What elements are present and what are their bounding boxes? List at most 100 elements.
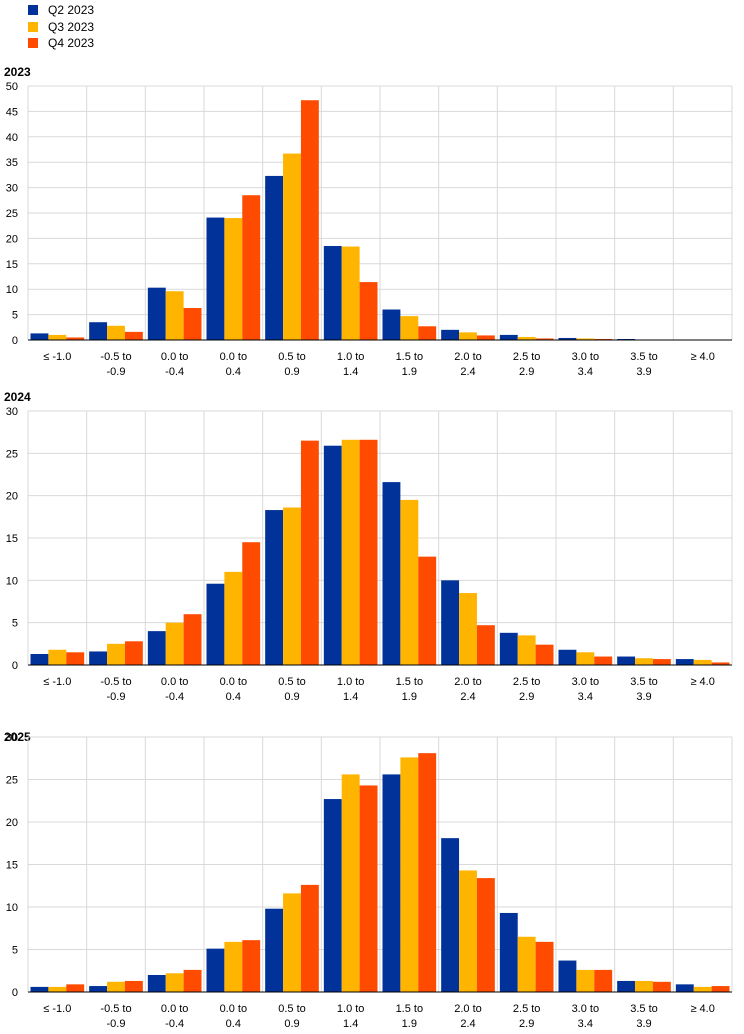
y-tick-label-2-0: 0 — [12, 987, 18, 999]
y-tick-label-0-7: 35 — [6, 157, 18, 169]
bar-1-1-8 — [517, 635, 536, 665]
bar-0-1-2 — [165, 291, 184, 340]
x-tick-label-0-3: 0.0 to 0.4 — [220, 351, 248, 378]
x-tick-label-line: 2.9 — [519, 691, 534, 703]
bar-1-2-3 — [242, 542, 261, 665]
x-tick-label-line: 0.4 — [226, 691, 241, 703]
y-tick-label-2-1: 5 — [12, 945, 18, 957]
bar-2-1-0 — [48, 986, 67, 992]
bar-0-0-3 — [206, 217, 225, 340]
bar-2-0-0 — [30, 986, 49, 992]
x-tick-label-line: 2.5 to — [513, 676, 541, 688]
x-tick-label-2-2: 0.0 to -0.4 — [161, 1003, 189, 1030]
legend-swatch-q3-2023 — [28, 21, 38, 32]
x-tick-label-line: 0.4 — [226, 366, 241, 378]
x-tick-label-line: 1.4 — [343, 691, 358, 703]
y-tick-label-1-2: 10 — [6, 575, 18, 587]
bar-2-2-11 — [711, 986, 730, 992]
bar-1-1-0 — [48, 649, 67, 665]
x-tick-label-1-5: 1.0 to 1.4 — [337, 676, 365, 703]
legend-item-q2-2023: Q2 2023 — [28, 2, 94, 19]
bar-0-2-7 — [476, 335, 495, 340]
chart-title-0: 2023 — [4, 65, 31, 79]
x-tick-label-line: 3.5 to — [630, 1003, 658, 1015]
bar-0-2-9 — [594, 338, 613, 340]
x-tick-label-line: 1.0 to — [337, 351, 365, 363]
bar-2-0-4 — [265, 908, 284, 992]
bar-0-1-4 — [283, 153, 301, 340]
x-tick-label-0-11: ≥ 4.0 — [690, 351, 714, 363]
x-tick-label-line: 0.0 to — [220, 676, 248, 688]
bar-2-1-6 — [400, 757, 419, 992]
x-tick-label-line: 0.4 — [226, 1018, 241, 1030]
x-tick-label-line: ≤ -1.0 — [43, 676, 71, 688]
x-tick-label-line: 3.0 to — [572, 676, 600, 688]
x-tick-label-2-3: 0.0 to 0.4 — [220, 1003, 248, 1030]
bar-1-1-2 — [165, 622, 184, 665]
bar-1-2-10 — [652, 659, 671, 665]
x-tick-label-line: ≤ -1.0 — [43, 351, 71, 363]
bar-2-2-0 — [66, 984, 85, 992]
bar-1-0-11 — [675, 659, 694, 665]
y-tick-label-2-4: 20 — [6, 817, 18, 829]
x-tick-label-line: ≥ 4.0 — [690, 1003, 714, 1015]
x-tick-label-1-3: 0.0 to 0.4 — [220, 676, 248, 703]
x-tick-label-line: 1.4 — [343, 366, 358, 378]
y-tick-label-0-8: 40 — [6, 132, 18, 144]
bar-0-0-4 — [265, 175, 284, 340]
bar-0-0-1 — [89, 322, 108, 340]
x-tick-label-line: 2.0 to — [454, 351, 482, 363]
bar-0-1-3 — [224, 218, 243, 340]
y-tick-label-0-1: 5 — [12, 310, 18, 322]
legend-swatch-q4-2023 — [28, 38, 38, 49]
x-tick-label-2-6: 1.5 to 1.9 — [396, 1003, 424, 1030]
bar-2-1-7 — [459, 870, 477, 992]
bar-1-1-1 — [107, 643, 125, 665]
bar-0-0-0 — [30, 333, 49, 340]
bar-2-2-4 — [300, 884, 319, 992]
bar-2-2-1 — [124, 980, 143, 992]
x-tick-label-line: 1.0 to — [337, 676, 365, 688]
x-tick-label-line: 0.9 — [284, 366, 299, 378]
x-tick-label-2-0: ≤ -1.0 — [43, 1003, 71, 1015]
legend-label-q4-2023: Q4 2023 — [48, 36, 95, 51]
x-tick-label-line: 2.0 to — [454, 1003, 482, 1015]
x-tick-label-1-9: 3.0 to 3.4 — [572, 676, 600, 703]
bar-0-1-5 — [341, 246, 360, 340]
bar-2-1-10 — [635, 980, 653, 992]
x-tick-label-line: 1.5 to — [396, 1003, 424, 1015]
x-tick-label-2-8: 2.5 to 2.9 — [513, 1003, 541, 1030]
bar-0-2-1 — [124, 331, 143, 340]
bar-2-1-4 — [283, 893, 301, 992]
y-tick-label-0-9: 45 — [6, 106, 18, 118]
x-tick-label-line: 0.5 to — [278, 1003, 306, 1015]
bar-0-2-8 — [535, 338, 554, 340]
y-tick-label-0-5: 25 — [6, 208, 18, 220]
bar-2-0-6 — [382, 774, 401, 992]
x-tick-label-line: 1.9 — [402, 691, 417, 703]
bar-2-2-8 — [535, 941, 554, 992]
x-tick-label-line: 3.9 — [636, 1018, 651, 1030]
x-tick-label-line: 3.4 — [578, 691, 593, 703]
bar-2-2-5 — [359, 785, 378, 992]
y-tick-label-1-0: 0 — [12, 660, 18, 672]
x-tick-label-line: 3.9 — [636, 691, 651, 703]
x-tick-label-line: 0.5 to — [278, 676, 306, 688]
x-tick-label-2-5: 1.0 to 1.4 — [337, 1003, 365, 1030]
x-tick-label-0-0: ≤ -1.0 — [43, 351, 71, 363]
bar-2-1-8 — [517, 936, 536, 992]
x-tick-label-2-9: 3.0 to 3.4 — [572, 1003, 600, 1030]
x-tick-label-2-1: -0.5 to -0.9 — [100, 1003, 131, 1030]
x-tick-label-1-4: 0.5 to 0.9 — [278, 676, 306, 703]
x-tick-label-line: 2.5 to — [513, 351, 541, 363]
bar-1-0-6 — [382, 482, 401, 665]
x-tick-label-0-5: 1.0 to 1.4 — [337, 351, 365, 378]
bar-0-2-0 — [66, 337, 85, 340]
x-tick-label-1-0: ≤ -1.0 — [43, 676, 71, 688]
x-tick-label-1-8: 2.5 to 2.9 — [513, 676, 541, 703]
x-tick-label-0-4: 0.5 to 0.9 — [278, 351, 306, 378]
bar-1-2-1 — [124, 641, 143, 665]
bar-1-2-2 — [183, 614, 202, 665]
bar-1-2-0 — [66, 652, 85, 665]
bar-2-0-11 — [675, 984, 694, 992]
